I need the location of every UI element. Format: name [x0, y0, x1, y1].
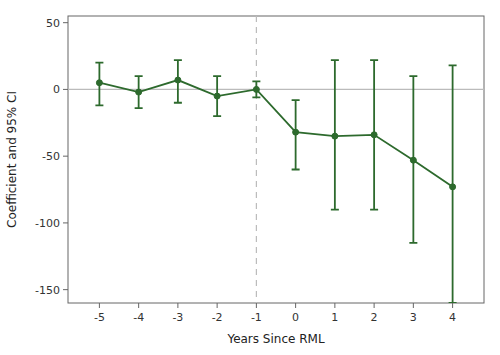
x-tick	[256, 303, 257, 308]
y-tick-label: 50	[46, 17, 60, 30]
error-bar	[95, 63, 103, 106]
x-axis-label: Years Since RML	[226, 332, 325, 346]
error-bar	[174, 60, 182, 103]
error-bar	[370, 60, 378, 210]
error-bar	[409, 76, 417, 243]
error-bar	[331, 60, 339, 210]
y-tick-label: -50	[42, 150, 60, 163]
x-tick	[295, 303, 296, 308]
x-tick	[177, 303, 178, 308]
y-tick-label: -100	[35, 217, 60, 230]
x-tick-label: 2	[371, 311, 378, 324]
marker	[136, 89, 142, 95]
x-tick-label: -2	[212, 311, 223, 324]
error-bar	[135, 76, 143, 108]
marker	[332, 133, 338, 139]
x-tick	[413, 303, 414, 308]
x-tick	[452, 303, 453, 308]
x-tick-label: 4	[449, 311, 456, 324]
y-tick-label: -150	[35, 284, 60, 297]
chart: -5 -4 -3 -2 -1 0 1 2 3 4 -150 -100 -50 0 50 Years Since…	[0, 0, 500, 355]
x-tick	[99, 303, 100, 308]
x-tick-label: 3	[410, 311, 417, 324]
reference-line	[256, 16, 257, 303]
x-tick-label: 1	[331, 311, 338, 324]
x-tick	[374, 303, 375, 308]
y-tick	[63, 156, 68, 157]
marker	[214, 93, 220, 99]
marker	[253, 86, 259, 92]
marker	[96, 80, 102, 86]
x-tick-label: -5	[94, 311, 105, 324]
marker	[371, 132, 377, 138]
marker	[293, 129, 299, 135]
plot-frame	[68, 16, 484, 303]
x-tick	[217, 303, 218, 308]
error-bar	[213, 76, 221, 116]
plot-area	[68, 16, 484, 303]
x-tick-label: 0	[292, 311, 299, 324]
y-tick	[63, 222, 68, 223]
error-bar	[252, 81, 260, 97]
error-bar	[292, 100, 300, 169]
y-axis-label: Coefficient and 95% CI	[5, 91, 19, 228]
y-tick-label: 0	[53, 83, 60, 96]
x-tick	[138, 303, 139, 308]
marker	[450, 184, 456, 190]
y-tick	[63, 22, 68, 23]
x-tick-label: -4	[133, 311, 144, 324]
x-tick-label: -3	[172, 311, 183, 324]
marker	[410, 157, 416, 163]
marker	[175, 77, 181, 83]
y-tick	[63, 289, 68, 290]
line	[99, 80, 452, 187]
y-tick	[63, 89, 68, 90]
x-tick-label: -1	[251, 311, 262, 324]
x-tick	[334, 303, 335, 308]
